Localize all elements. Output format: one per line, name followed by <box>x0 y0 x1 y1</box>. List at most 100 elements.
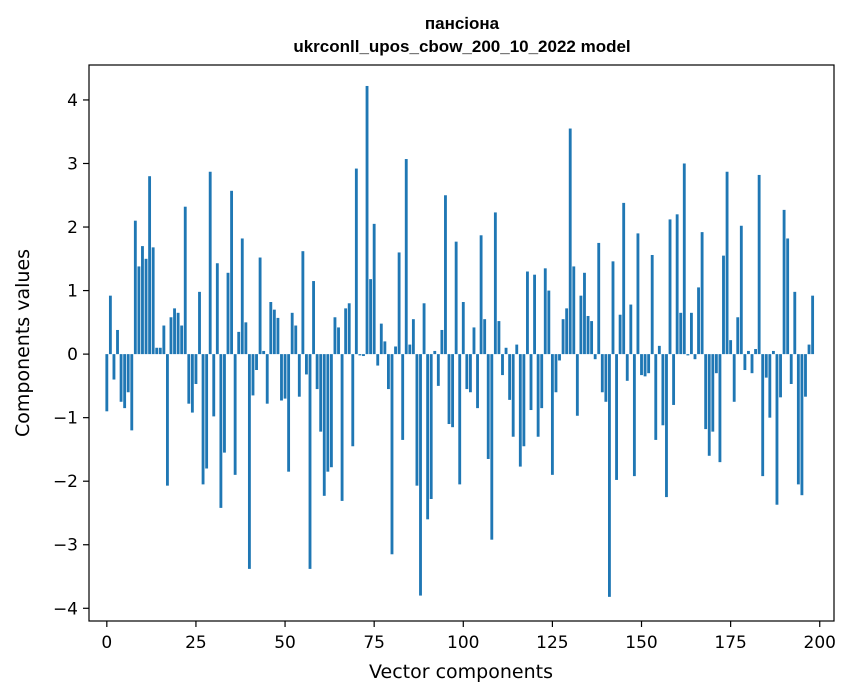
bar <box>779 354 782 398</box>
y-axis-ticks: −4 −3 −2 −1 0 1 2 3 4 <box>53 91 89 619</box>
bar <box>169 317 173 355</box>
bar <box>329 354 333 468</box>
bar <box>479 235 483 355</box>
bar <box>558 354 561 361</box>
bar <box>344 308 348 355</box>
bar <box>297 354 301 397</box>
bar <box>394 346 397 355</box>
bar <box>415 354 419 486</box>
bar <box>411 319 415 355</box>
bar <box>230 190 234 355</box>
bar <box>568 128 572 355</box>
bar <box>533 274 536 355</box>
bar <box>280 354 283 401</box>
bar <box>682 163 686 355</box>
bar <box>198 291 201 355</box>
bar <box>786 238 790 355</box>
bar <box>522 354 526 447</box>
bar <box>483 319 487 355</box>
bar <box>536 354 540 437</box>
bar <box>622 202 626 355</box>
bar <box>119 354 123 402</box>
bar <box>493 212 497 355</box>
bar <box>340 354 344 501</box>
bar <box>215 263 219 355</box>
y-tick-label: −3 <box>53 536 78 556</box>
bar <box>632 354 636 477</box>
bar <box>672 354 676 405</box>
bar <box>419 354 422 596</box>
bar <box>269 302 273 355</box>
bar <box>137 266 141 355</box>
bar <box>108 295 112 355</box>
bar <box>547 290 551 355</box>
bar <box>144 258 148 355</box>
bar <box>194 354 198 384</box>
bar <box>433 350 437 355</box>
bar <box>387 354 390 390</box>
bar <box>272 309 276 355</box>
bar <box>529 354 533 411</box>
bar <box>105 354 109 412</box>
bar <box>436 354 440 386</box>
bar <box>629 304 633 355</box>
bar <box>290 312 294 355</box>
bar <box>608 354 611 597</box>
bar <box>258 257 262 355</box>
bar <box>379 323 383 355</box>
bar <box>636 233 640 355</box>
bar <box>155 347 159 355</box>
bar <box>383 341 387 355</box>
y-axis-label: Components values <box>12 249 34 437</box>
bar <box>301 251 305 355</box>
bar <box>187 354 191 404</box>
chart-title-line-2: ukrconll_upos_cbow_200_10_2022 model <box>293 37 630 56</box>
bar <box>401 354 405 440</box>
bar <box>237 331 241 355</box>
bar <box>693 354 697 360</box>
bar <box>775 354 779 505</box>
bar <box>540 354 544 409</box>
bar <box>294 325 298 355</box>
bar <box>711 354 715 432</box>
bar <box>219 354 223 508</box>
bar <box>116 329 119 355</box>
bar <box>515 344 519 355</box>
bar <box>518 354 522 467</box>
y-tick-label: 1 <box>67 282 78 302</box>
bar <box>337 327 340 355</box>
bar <box>468 354 472 393</box>
bar <box>804 354 807 397</box>
bar <box>397 252 401 355</box>
bar <box>255 354 258 371</box>
bar <box>700 232 704 355</box>
bar <box>265 354 269 404</box>
bar <box>732 354 736 402</box>
bar <box>707 354 711 456</box>
bar <box>244 322 248 355</box>
bar <box>661 354 665 426</box>
bar <box>461 302 465 355</box>
bar <box>408 344 412 355</box>
bar <box>148 176 152 355</box>
bar <box>326 354 330 472</box>
bar <box>440 329 444 355</box>
bar <box>508 354 512 400</box>
bar <box>650 254 654 355</box>
bar <box>376 354 380 366</box>
bar <box>151 247 155 355</box>
bar <box>750 354 754 374</box>
bar <box>358 354 362 356</box>
bar <box>240 238 244 355</box>
bar <box>315 354 319 390</box>
bar <box>451 354 455 428</box>
y-tick-label: 4 <box>67 91 78 111</box>
x-tick-label: 200 <box>804 633 836 653</box>
bar <box>158 347 162 355</box>
bar <box>333 317 337 355</box>
bar <box>714 354 718 374</box>
bar <box>183 206 187 355</box>
y-tick-label: 3 <box>67 154 78 174</box>
bar <box>618 314 622 355</box>
